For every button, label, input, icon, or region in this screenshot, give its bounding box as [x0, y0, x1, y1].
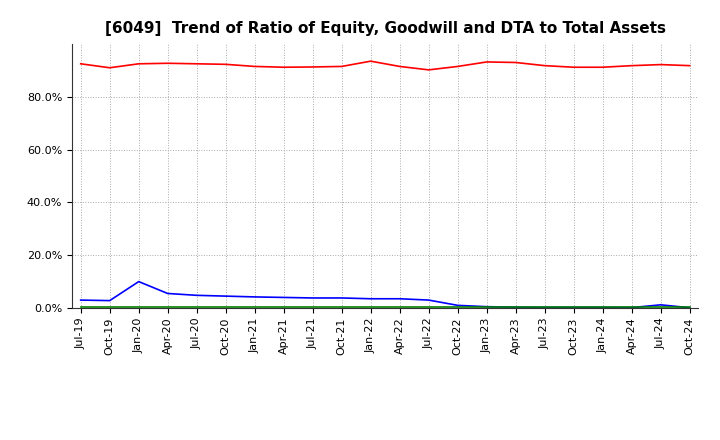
- Goodwill: [454, 303, 462, 308]
- Equity: [221, 62, 230, 67]
- Goodwill: [482, 304, 491, 309]
- Goodwill: [685, 305, 694, 310]
- Equity: [454, 64, 462, 69]
- Deferred Tax Assets: [192, 305, 201, 310]
- Line: Equity: Equity: [81, 61, 690, 70]
- Equity: [105, 65, 114, 70]
- Title: [6049]  Trend of Ratio of Equity, Goodwill and DTA to Total Assets: [6049] Trend of Ratio of Equity, Goodwil…: [104, 21, 666, 36]
- Equity: [338, 64, 346, 69]
- Goodwill: [163, 291, 172, 296]
- Equity: [541, 63, 549, 68]
- Deferred Tax Assets: [135, 305, 143, 310]
- Equity: [627, 63, 636, 68]
- Deferred Tax Assets: [570, 305, 578, 310]
- Deferred Tax Assets: [279, 305, 288, 310]
- Equity: [163, 61, 172, 66]
- Deferred Tax Assets: [598, 305, 607, 310]
- Goodwill: [511, 304, 520, 310]
- Deferred Tax Assets: [482, 305, 491, 310]
- Deferred Tax Assets: [541, 305, 549, 310]
- Deferred Tax Assets: [511, 305, 520, 310]
- Equity: [570, 65, 578, 70]
- Goodwill: [279, 295, 288, 300]
- Equity: [251, 64, 259, 69]
- Goodwill: [366, 296, 375, 301]
- Deferred Tax Assets: [76, 305, 85, 310]
- Goodwill: [627, 305, 636, 310]
- Equity: [308, 64, 317, 70]
- Deferred Tax Assets: [657, 305, 665, 310]
- Goodwill: [424, 297, 433, 303]
- Deferred Tax Assets: [424, 305, 433, 310]
- Equity: [395, 64, 404, 69]
- Goodwill: [338, 295, 346, 301]
- Deferred Tax Assets: [685, 305, 694, 310]
- Goodwill: [598, 305, 607, 310]
- Deferred Tax Assets: [221, 305, 230, 310]
- Goodwill: [192, 293, 201, 298]
- Goodwill: [251, 294, 259, 300]
- Goodwill: [76, 297, 85, 303]
- Deferred Tax Assets: [366, 305, 375, 310]
- Deferred Tax Assets: [105, 305, 114, 310]
- Deferred Tax Assets: [308, 305, 317, 310]
- Goodwill: [135, 279, 143, 284]
- Equity: [657, 62, 665, 67]
- Line: Goodwill: Goodwill: [81, 282, 690, 308]
- Goodwill: [570, 305, 578, 310]
- Equity: [598, 65, 607, 70]
- Equity: [192, 61, 201, 66]
- Equity: [424, 67, 433, 73]
- Equity: [685, 63, 694, 68]
- Equity: [482, 59, 491, 65]
- Goodwill: [541, 305, 549, 310]
- Deferred Tax Assets: [454, 305, 462, 310]
- Equity: [366, 59, 375, 64]
- Goodwill: [395, 296, 404, 301]
- Equity: [511, 60, 520, 65]
- Goodwill: [221, 293, 230, 299]
- Goodwill: [657, 302, 665, 308]
- Equity: [135, 61, 143, 66]
- Deferred Tax Assets: [627, 305, 636, 310]
- Goodwill: [105, 298, 114, 303]
- Goodwill: [308, 295, 317, 301]
- Deferred Tax Assets: [251, 305, 259, 310]
- Deferred Tax Assets: [395, 305, 404, 310]
- Deferred Tax Assets: [338, 305, 346, 310]
- Deferred Tax Assets: [163, 305, 172, 310]
- Equity: [279, 65, 288, 70]
- Equity: [76, 61, 85, 66]
